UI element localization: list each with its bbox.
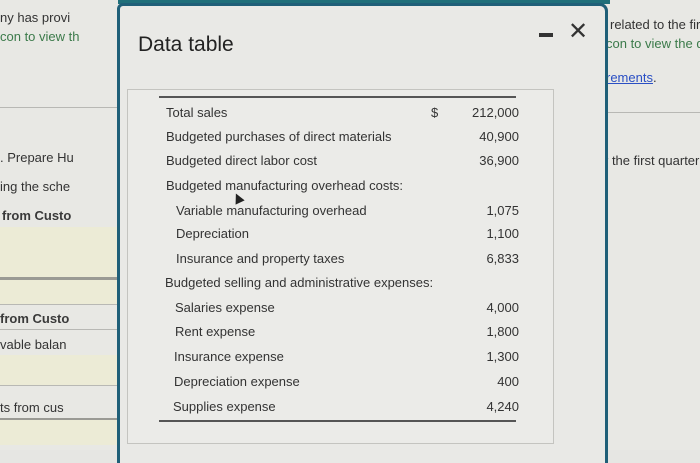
bg-text-from-customers: from Custo	[2, 208, 72, 223]
divider	[602, 112, 700, 113]
bg-text-receipts: ts from cus	[0, 400, 64, 415]
table-row: Supplies expense 4,240	[128, 399, 555, 419]
period: .	[652, 70, 657, 85]
row-value: 4,000	[486, 300, 519, 315]
row-value: 6,833	[486, 251, 519, 266]
row-label: Budgeted direct labor cost	[166, 153, 318, 168]
row-value: 212,000	[472, 105, 519, 120]
divider	[0, 107, 122, 108]
table-section-header: Budgeted manufacturing overhead costs:	[128, 178, 555, 198]
row-value: 1,100	[486, 226, 519, 241]
modal-title: Data table	[138, 33, 234, 56]
row-value: 1,800	[486, 324, 519, 339]
table-row: Budgeted purchases of direct materials 4…	[128, 129, 555, 149]
minimize-icon[interactable]	[539, 33, 553, 37]
close-icon[interactable]: ✕	[568, 18, 589, 45]
bg-table-cell	[0, 355, 122, 385]
row-value: 36,900	[479, 153, 519, 168]
row-value: 400	[497, 374, 519, 389]
row-label: Rent expense	[175, 324, 256, 339]
row-label: Supplies expense	[173, 399, 276, 414]
row-label: Total sales	[166, 105, 228, 120]
table-bottom-rule	[159, 420, 516, 422]
bg-text-requirement: . Prepare Hu	[0, 150, 74, 165]
bg-text-from-customers-2: from Custo	[0, 311, 70, 326]
divider	[0, 329, 122, 330]
bg-text-first-quarter: r the first quarter	[604, 153, 700, 168]
row-label: Variable manufacturing overhead	[176, 203, 367, 218]
data-table-modal: Data table ✕ Total sales $ 212,000 Budge…	[117, 3, 608, 463]
currency-symbol: $	[431, 105, 439, 120]
row-label: Insurance and property taxes	[176, 251, 345, 266]
bg-text-icon-hint: con to view th	[0, 29, 80, 44]
background-page-left: ny has provi con to view th . Prepare Hu…	[0, 0, 122, 450]
table-row: Depreciation expense 400	[128, 374, 555, 394]
bg-text-icon-hint-right: con to view the d	[606, 36, 700, 51]
bg-table-cell	[0, 227, 122, 277]
table-row: Salaries expense 4,000	[128, 300, 555, 320]
bg-text-related: related to the firs	[610, 17, 700, 32]
table-row: Insurance expense 1,300	[128, 349, 555, 369]
row-value: 4,240	[486, 399, 519, 414]
bg-text-intro: ny has provi	[0, 10, 71, 25]
table-top-rule	[159, 96, 516, 98]
divider	[0, 385, 122, 386]
table-row: Rent expense 1,800	[128, 324, 555, 344]
bg-table-cell	[0, 280, 122, 304]
table-row: Insurance and property taxes 6,833	[128, 251, 555, 271]
table-row: Depreciation 1,100	[128, 226, 555, 246]
divider	[0, 418, 122, 420]
row-label: Budgeted manufacturing overhead costs:	[166, 178, 404, 193]
bg-table-cell	[0, 420, 122, 445]
background-page-right: related to the firs con to view the d re…	[602, 0, 700, 450]
modal-top-accent	[118, 0, 610, 4]
row-label: Depreciation expense	[174, 374, 300, 389]
row-label: Insurance expense	[174, 349, 284, 364]
table-section-header: Budgeted selling and administrative expe…	[128, 275, 555, 295]
table-row: Variable manufacturing overhead 1,075	[128, 203, 555, 223]
row-label: Depreciation	[176, 226, 249, 241]
row-label: Budgeted purchases of direct materials	[166, 129, 392, 144]
bg-text-schedule: ing the sche	[0, 179, 71, 194]
table-row: Budgeted direct labor cost 36,900	[128, 153, 555, 173]
requirements-link[interactable]: rements	[606, 70, 653, 85]
bg-text-receivable: vable balan	[0, 337, 67, 352]
row-label: Salaries expense	[175, 300, 275, 315]
row-value: 1,300	[486, 349, 519, 364]
row-label: Budgeted selling and administrative expe…	[165, 275, 434, 290]
table-row: Total sales $ 212,000	[128, 105, 555, 125]
divider	[0, 277, 122, 280]
data-table: Total sales $ 212,000 Budgeted purchases…	[127, 89, 554, 444]
row-value: 40,900	[479, 129, 519, 144]
row-value: 1,075	[486, 203, 519, 218]
divider	[0, 304, 122, 305]
